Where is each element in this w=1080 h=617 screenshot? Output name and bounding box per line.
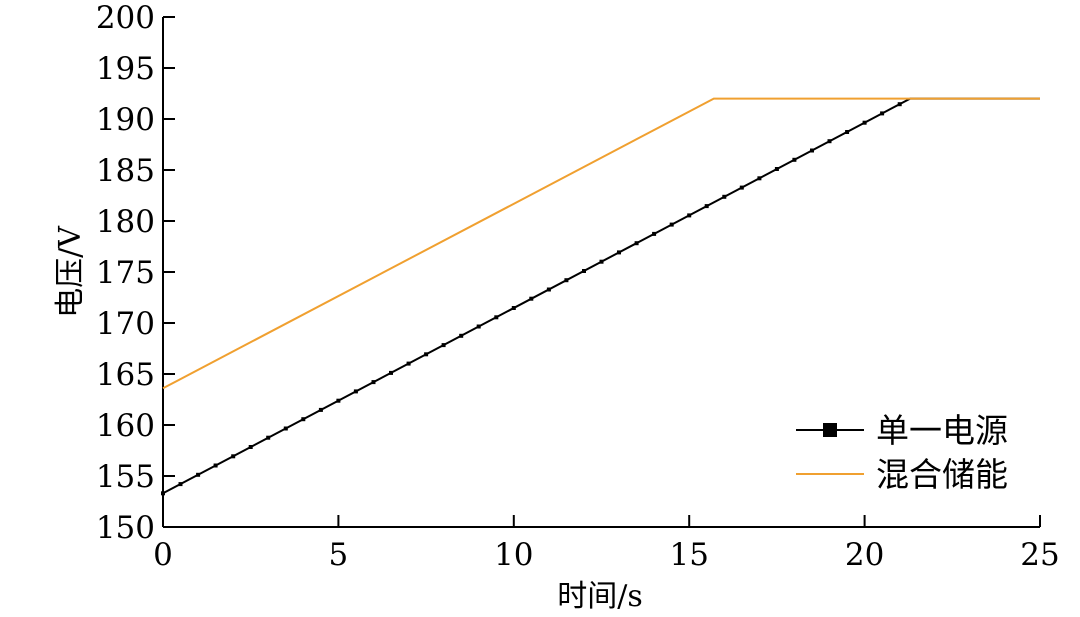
legend-label-hybrid-storage: 混合储能 [876, 455, 1008, 494]
series-marker-single-source [529, 296, 534, 301]
y-tick-label: 200 [96, 0, 155, 36]
series-marker-single-source [459, 333, 464, 338]
y-tick-label: 185 [96, 153, 155, 189]
series-marker-single-source [283, 426, 288, 431]
y-tick-label: 150 [96, 510, 155, 546]
series-layer [161, 97, 1040, 496]
series-marker-single-source [599, 259, 604, 264]
series-marker-single-source [196, 472, 201, 477]
y-tick-label: 160 [96, 408, 155, 444]
series-marker-single-source [511, 306, 516, 310]
series-marker-single-source [669, 222, 674, 227]
x-tick-label: 5 [329, 537, 349, 573]
series-marker-single-source [231, 454, 236, 459]
series-marker-single-source [704, 204, 709, 209]
y-tick-label: 195 [96, 51, 155, 87]
series-marker-single-source [722, 194, 727, 199]
series-marker-single-source [406, 361, 411, 366]
y-tick-label: 155 [96, 459, 155, 495]
series-marker-single-source [652, 231, 657, 236]
series-marker-single-source [213, 463, 218, 468]
series-marker-single-source [248, 445, 253, 449]
series-marker-single-source [441, 343, 446, 348]
series-marker-single-source [371, 380, 376, 385]
series-line-hybrid-storage [162, 97, 1040, 390]
series-marker-single-source [564, 278, 569, 283]
series-marker-single-source [318, 407, 323, 412]
series-marker-single-source [424, 352, 429, 357]
series-marker-single-source [862, 120, 867, 125]
series-marker-single-source [827, 139, 832, 144]
series-marker-single-source [582, 269, 586, 273]
x-axis-label: 时间/s [557, 579, 643, 613]
x-tick-label: 20 [845, 537, 884, 573]
axes-layer: 150 155 160 165 170 175 180 185 190 195 200 0 5 10 15 2… [96, 0, 1060, 573]
series-marker-single-source [845, 130, 850, 134]
x-tick-label: 25 [1020, 537, 1059, 573]
series-marker-single-source [792, 157, 797, 162]
series-marker-single-source [774, 167, 779, 171]
x-tick-label: 10 [494, 537, 533, 573]
series-marker-single-source [687, 213, 692, 218]
series-marker-single-source [810, 148, 814, 153]
series-marker-single-source [757, 176, 762, 181]
series-marker-single-source [266, 435, 271, 440]
y-tick-label: 190 [96, 102, 155, 138]
y-tick-label: 180 [96, 204, 155, 240]
x-tick-label: 0 [153, 537, 173, 573]
series-marker-single-source [739, 185, 744, 190]
y-tick-label: 175 [96, 255, 155, 291]
legend: 单一电源 混合储能 [796, 411, 1008, 494]
legend-marker-single-source [823, 423, 837, 437]
series-marker-single-source [161, 491, 165, 496]
y-tick-label: 170 [96, 306, 155, 342]
series-marker-single-source [897, 102, 902, 107]
series-marker-single-source [880, 111, 885, 116]
series-marker-single-source [494, 315, 499, 320]
legend-label-single-source: 单一电源 [876, 411, 1008, 450]
series-marker-single-source [301, 417, 306, 422]
series-marker-single-source [617, 250, 621, 255]
series-marker-single-source [336, 398, 341, 403]
series-marker-single-source [546, 287, 551, 292]
y-tick-label: 165 [96, 357, 155, 393]
series-marker-single-source [389, 370, 393, 375]
x-tick-label: 15 [669, 537, 708, 573]
series-marker-single-source [634, 241, 639, 246]
series-marker-single-source [178, 482, 183, 487]
y-axis-label: 电压/V [53, 225, 88, 318]
series-marker-single-source [353, 389, 358, 394]
series-marker-single-source [476, 324, 481, 329]
